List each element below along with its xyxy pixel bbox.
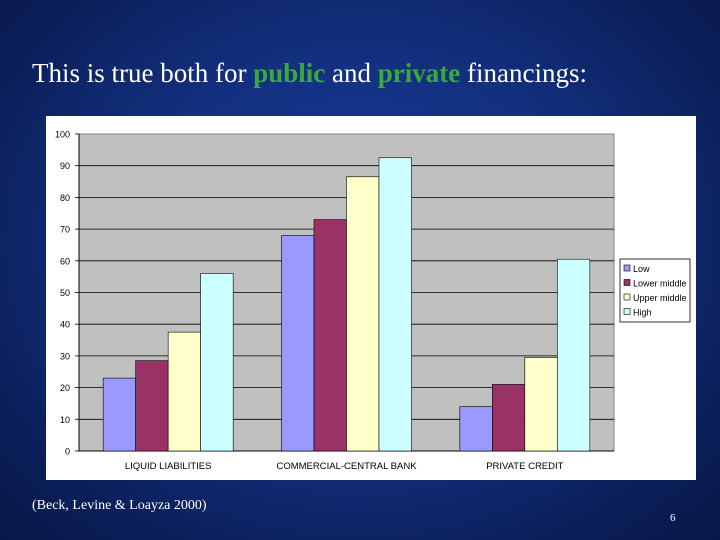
y-tick-label: 30 bbox=[60, 351, 70, 361]
y-tick-label: 100 bbox=[55, 130, 70, 140]
legend-swatch bbox=[623, 308, 631, 315]
y-tick-label: 50 bbox=[60, 288, 70, 298]
legend-swatch bbox=[623, 279, 631, 286]
bar bbox=[167, 331, 201, 452]
category-label: PRIVATE CREDIT bbox=[486, 461, 563, 472]
bar bbox=[135, 360, 169, 452]
slide-title: This is true both for public and private… bbox=[32, 58, 587, 89]
legend-label: High bbox=[633, 308, 652, 318]
y-tick-label: 20 bbox=[60, 383, 70, 393]
title-highlight-public: public bbox=[253, 58, 326, 88]
y-tick-label: 10 bbox=[60, 415, 70, 425]
bar bbox=[524, 357, 558, 452]
bar bbox=[378, 157, 412, 452]
page-number: 6 bbox=[670, 512, 676, 524]
citation: (Beck, Levine & Loayza 2000) bbox=[32, 498, 207, 513]
bar bbox=[346, 176, 380, 452]
category-label: LIQUID LIABILITIES bbox=[125, 461, 212, 472]
legend: Low Lower middle Upper middle High bbox=[619, 258, 691, 323]
bar bbox=[102, 377, 136, 452]
bar-chart: 0 10 20 30 40 50 60 70 80 90 100 LIQUID LIABILITIE… bbox=[55, 130, 691, 472]
category-label: COMMERCIAL-CENTRAL BANK bbox=[276, 461, 417, 472]
bar bbox=[557, 258, 591, 452]
legend-swatch bbox=[623, 293, 631, 301]
bar bbox=[281, 235, 315, 452]
bar bbox=[492, 384, 526, 452]
legend-label: Low bbox=[633, 264, 650, 274]
x-axis-categories: LIQUID LIABILITIES COMMERCIAL-CENTRAL BAN… bbox=[125, 461, 564, 472]
legend-label: Lower middle bbox=[633, 279, 687, 289]
title-text-3: financings: bbox=[460, 58, 587, 88]
y-tick-label: 60 bbox=[60, 256, 70, 266]
title-text-1: This is true both for bbox=[32, 58, 254, 88]
bar bbox=[313, 219, 347, 452]
legend-label: Upper middle bbox=[633, 293, 687, 303]
y-tick-label: 80 bbox=[60, 193, 70, 203]
legend-swatch bbox=[623, 264, 631, 272]
chart-panel: 0 10 20 30 40 50 60 70 80 90 100 LIQUID LIABILITIE… bbox=[46, 116, 696, 480]
title-highlight-private: private bbox=[377, 58, 461, 88]
bar bbox=[200, 273, 234, 452]
y-tick-label: 70 bbox=[60, 225, 70, 235]
bar bbox=[459, 406, 493, 452]
y-tick-label: 0 bbox=[65, 447, 70, 457]
y-tick-label: 90 bbox=[60, 161, 70, 171]
title-text-2: and bbox=[325, 58, 378, 88]
bars bbox=[102, 157, 591, 452]
legend-box bbox=[619, 258, 691, 323]
y-tick-label: 40 bbox=[60, 320, 70, 330]
